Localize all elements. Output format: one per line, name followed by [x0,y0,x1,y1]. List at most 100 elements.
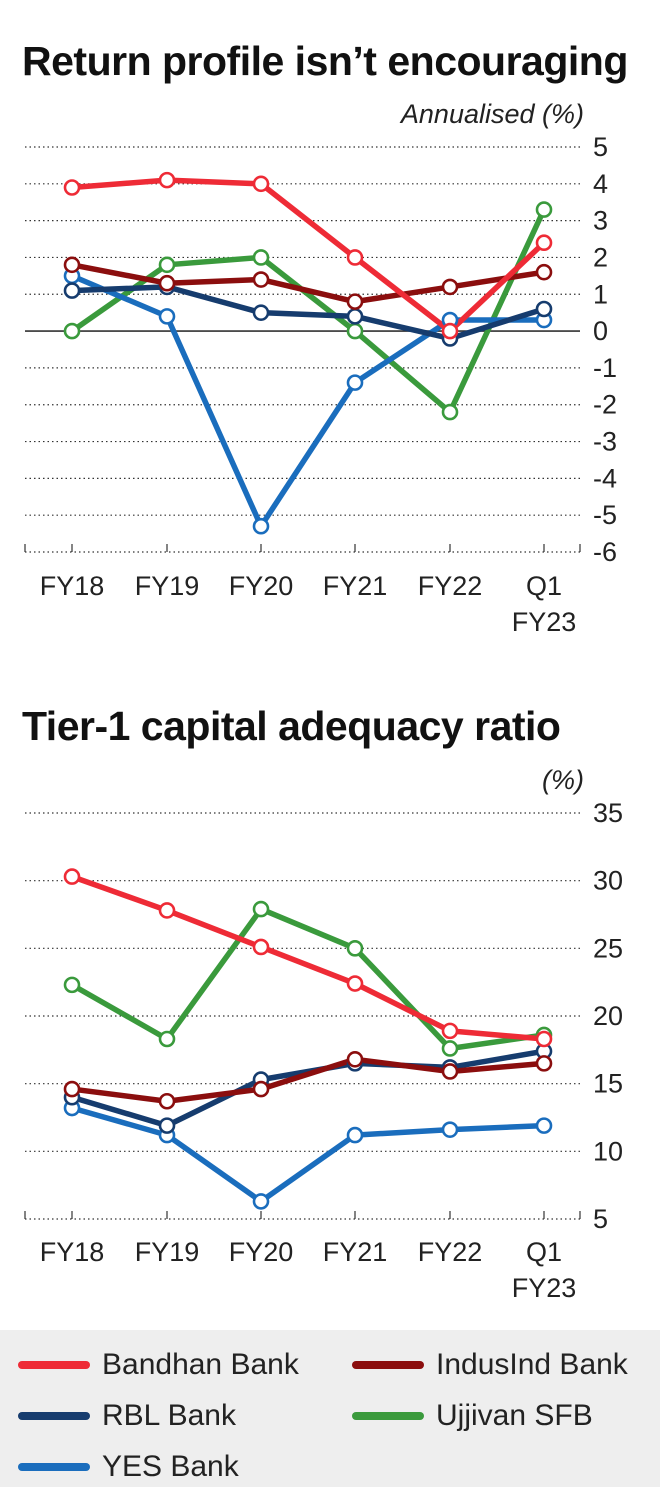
x-category-label: FY18 [40,1237,105,1267]
data-point-indusind-bank [346,1051,364,1068]
y-tick-label: -4 [593,463,617,493]
unit-label: Annualised (%) [400,99,584,129]
data-point-ujjivan-sfb [441,403,459,421]
legend-item-ujjivan: Ujjivan SFB [352,1396,593,1436]
data-point-bandhan-bank [158,171,176,189]
data-point-indusind-bank [346,293,364,310]
x-category-label: FY22 [418,571,483,601]
legend-item-yes: YES Bank [18,1447,239,1487]
y-tick-label: 30 [593,866,623,896]
series-line-ujjivan-sfb [69,906,547,1052]
data-point-ujjivan-sfb [158,256,176,274]
y-tick-label: 1 [593,279,608,309]
data-point-ujjivan-sfb [63,322,81,340]
data-point-rbl-bank [63,282,81,299]
data-point-bandhan-bank [346,975,364,992]
x-category-label: Q1 [526,571,562,601]
y-tick-label: -3 [593,427,617,457]
y-tick-label: 35 [593,798,623,828]
data-point-rbl-bank [158,1117,176,1134]
legend-label: Bandhan Bank [102,1348,299,1381]
data-point-bandhan-bank [441,322,459,340]
data-point-bandhan-bank [346,249,364,266]
y-tick-label: 25 [593,933,623,963]
y-tick-label: -5 [593,500,617,530]
data-point-bandhan-bank [535,1030,553,1048]
y-tick-label: -6 [593,537,617,567]
unit-label: (%) [542,765,584,795]
y-tick-label: 5 [593,1204,608,1234]
y-tick-label: 3 [593,206,608,236]
x-category-label: FY22 [418,1237,483,1267]
legend-label: Ujjivan SFB [436,1399,593,1432]
y-tick-label: 5 [593,132,608,162]
series-line-bandhan-bank [69,177,547,334]
x-category-label: FY19 [135,1237,200,1267]
data-point-indusind-bank [158,274,176,292]
data-point-indusind-bank [252,271,270,288]
data-point-rbl-bank [535,300,553,318]
y-tick-label: 4 [593,169,608,199]
legend-label: YES Bank [102,1450,239,1483]
x-category-label: FY23 [512,1273,577,1303]
x-category-label: FY20 [229,1237,294,1267]
data-point-indusind-bank [441,1063,459,1080]
series-line-yes-bank [69,1105,547,1205]
data-point-indusind-bank [535,1055,553,1072]
legend-item-indusind: IndusInd Bank [352,1345,628,1385]
data-point-ujjivan-sfb [252,249,270,266]
data-point-bandhan-bank [441,1022,459,1040]
data-point-bandhan-bank [535,234,553,252]
data-point-yes-bank [252,1193,270,1210]
data-point-yes-bank [441,1121,459,1138]
legend: Bandhan Bank IndusInd Bank RBL Bank Ujji… [0,1330,660,1487]
data-point-yes-bank [346,374,364,391]
legend-swatch [18,1412,90,1420]
data-point-ujjivan-sfb [441,1040,459,1057]
data-point-yes-bank [535,1117,553,1134]
data-point-yes-bank [346,1126,364,1144]
data-point-indusind-bank [441,278,459,296]
series-line-bandhan-bank [69,873,547,1042]
legend-item-rbl: RBL Bank [18,1396,236,1436]
data-point-bandhan-bank [63,179,81,196]
data-point-bandhan-bank [252,175,270,193]
data-point-rbl-bank [252,304,270,321]
x-category-label: FY18 [40,571,105,601]
x-category-label: Q1 [526,1237,562,1267]
legend-label: IndusInd Bank [436,1348,628,1381]
data-point-yes-bank [158,308,176,325]
y-tick-label: 0 [593,316,608,346]
data-point-ujjivan-sfb [158,1030,176,1048]
data-point-ujjivan-sfb [535,201,553,218]
legend-swatch [18,1361,90,1369]
x-category-label: FY21 [323,1237,388,1267]
y-tick-label: -1 [593,353,617,383]
legend-item-bandhan: Bandhan Bank [18,1345,299,1385]
legend-label: RBL Bank [102,1399,236,1432]
data-point-indusind-bank [63,256,81,274]
return-profile-plot: 5 4 3 2 1 0 -1 -2 -3 -4 -5 -6 FY18 FY19 FY20 FY21 FY22 Q1… [24,132,617,637]
x-category-label: FY21 [323,571,388,601]
chart-title: Return profile isn’t encouraging [22,38,628,84]
y-tick-label: 15 [593,1069,623,1099]
y-tick-label: 10 [593,1136,623,1166]
data-point-indusind-bank [158,1092,176,1110]
y-tick-label: 2 [593,242,608,272]
chart-title: Tier-1 capital adequacy ratio [22,703,561,749]
data-point-indusind-bank [63,1080,81,1098]
series-line-rbl-bank [69,1048,547,1129]
data-point-bandhan-bank [158,902,176,919]
y-tick-label: -2 [593,390,617,420]
data-point-indusind-bank [252,1080,270,1098]
data-point-bandhan-bank [252,938,270,956]
x-category-label: FY20 [229,571,294,601]
series-line-indusind-bank [69,1056,547,1105]
data-point-yes-bank [252,517,270,535]
series-line-rbl-bank [69,284,547,342]
x-category-label: FY23 [512,607,577,637]
data-point-ujjivan-sfb [346,940,364,957]
x-category-label: FY19 [135,571,200,601]
y-tick-label: 20 [593,1001,623,1031]
tier1-capital-plot: 35 30 25 20 15 10 5 FY18 FY19 FY20 FY21 FY22 Q1 FY23 [24,798,623,1303]
